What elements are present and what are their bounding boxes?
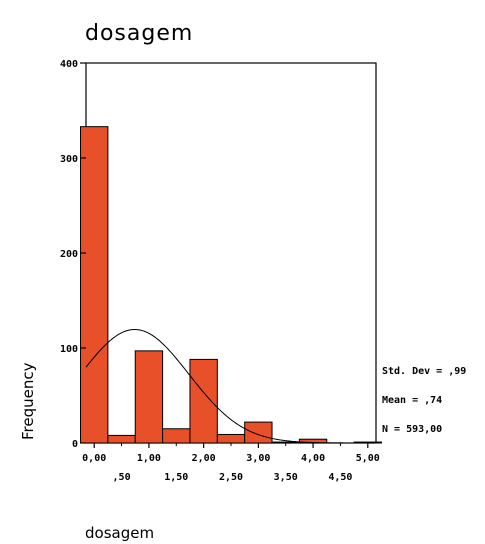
normal-curve [85,328,376,444]
stat-label: Mean = ,74 [382,395,442,406]
plot-frame [85,62,377,444]
y-axis-ticks: 0 100 200 300 400 [60,59,86,450]
y-tick-label: 0 [72,439,78,450]
histogram-bar [244,421,273,444]
x-tick-label: 4,00 [301,453,325,464]
stat-label: Std. Dev = ,99 [382,366,466,377]
chart-title: dosagem [85,21,193,46]
x-axis-ticks: 0,00 1,00 2,00 3,00 4,00 5,00 ,50 1,50 2,50 3,50 4… [82,443,380,483]
stat-label: N = 593,00 [382,424,442,435]
bars-layer [80,126,382,444]
x-tick-label: 5,00 [356,453,380,464]
x-axis-label: dosagem [85,524,154,542]
histogram-bar [216,433,246,444]
y-tick-label: 400 [60,59,78,70]
histogram-bar [80,126,109,444]
x-tick-label: 0,00 [82,453,106,464]
x-tick-label: 1,00 [137,453,161,464]
statistics-legend: Std. Dev = ,99 Mean = ,74 N = 593,00 [382,366,466,435]
histogram-bar [134,350,164,444]
y-tick-label: 300 [60,154,78,165]
histogram-bar [162,428,191,444]
y-tick-label: 100 [60,344,78,355]
histogram-bar [107,434,136,444]
histogram-bar [271,441,300,444]
y-tick-label: 200 [60,249,78,260]
x-tick-label: 2,00 [192,453,216,464]
y-axis-label: Frequency [19,362,37,440]
histogram-bar [189,358,218,444]
x-tick-label: 3,50 [274,472,298,483]
x-tick-label: 3,00 [246,453,270,464]
x-tick-label: 1,50 [164,472,188,483]
x-tick-label: 4,50 [328,472,352,483]
x-tick-label: ,50 [113,472,131,483]
x-tick-label: 2,50 [219,472,243,483]
